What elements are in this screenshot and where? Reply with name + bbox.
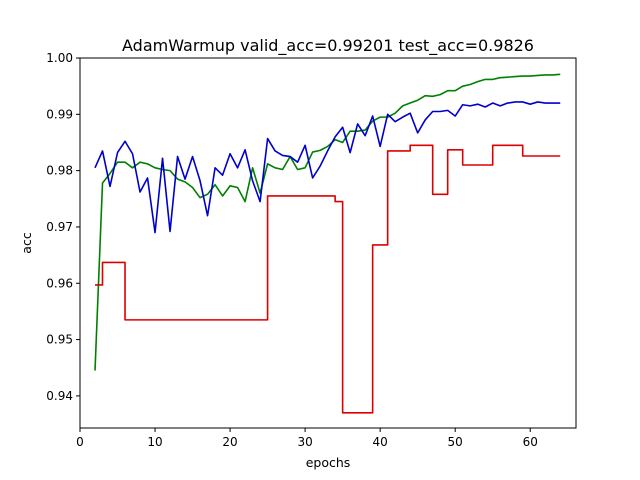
x-tick-label: 60: [523, 435, 538, 449]
y-tick-label: 0.99: [46, 107, 73, 121]
series-line-0: [94, 73, 561, 371]
y-tick-label: 0.96: [46, 276, 73, 290]
y-tick-label: 0.97: [46, 220, 73, 234]
y-tick-label: 1.00: [46, 51, 73, 65]
x-tick-label: 0: [76, 435, 84, 449]
y-tick-label: 0.95: [46, 333, 73, 347]
chart-title: AdamWarmup valid_acc=0.99201 test_acc=0.…: [122, 36, 534, 56]
y-axis-label: acc: [19, 232, 34, 254]
series-layer: [94, 73, 561, 414]
series-line-2: [95, 144, 561, 414]
series-line-1: [94, 101, 561, 234]
x-axis-label: epochs: [306, 455, 351, 470]
x-tick-label: 20: [222, 435, 237, 449]
x-tick-label: 10: [147, 435, 162, 449]
y-axis: 0.94 0.95 0.96 0.97 0.98 0.99 1.00: [46, 51, 80, 403]
x-axis: 0 10 20 30 40 50 60: [76, 428, 538, 449]
x-tick-label: 50: [448, 435, 463, 449]
x-tick-label: 30: [297, 435, 312, 449]
plot-frame: [79, 57, 577, 429]
x-tick-label: 40: [373, 435, 388, 449]
y-tick-label: 0.98: [46, 164, 73, 178]
y-tick-label: 0.94: [46, 389, 73, 403]
